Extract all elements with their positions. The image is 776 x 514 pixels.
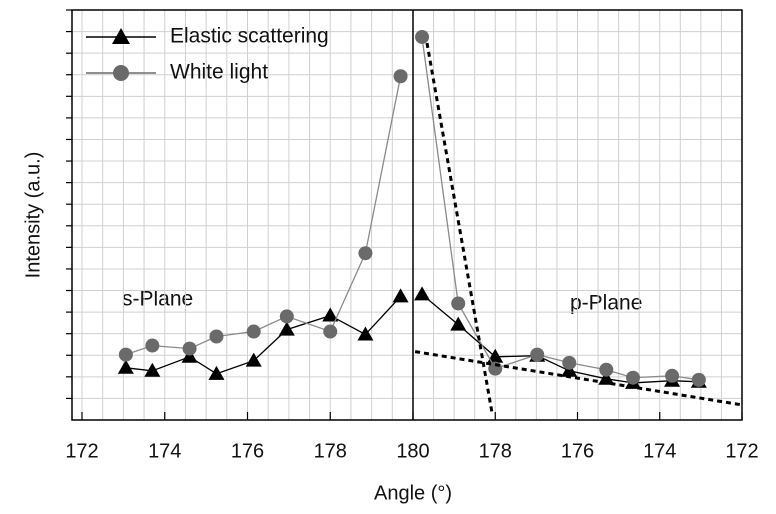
x-tick-label: 172: [725, 440, 758, 462]
plot-frame: [71, 9, 743, 421]
x-tick-label: 176: [561, 440, 594, 462]
marker: [691, 372, 706, 387]
marker: [323, 324, 338, 339]
marker: [414, 286, 431, 301]
marker: [415, 29, 430, 44]
marker: [562, 355, 577, 370]
marker: [392, 288, 409, 303]
annotation: s-Plane: [122, 288, 193, 311]
marker: [450, 316, 467, 331]
marker: [209, 329, 224, 344]
x-tick-label: 180: [396, 440, 429, 462]
marker: [245, 352, 262, 367]
marker: [144, 362, 161, 377]
marker: [393, 69, 408, 84]
marker: [599, 362, 614, 377]
marker: [246, 324, 261, 339]
marker: [487, 348, 504, 363]
legend-label: White light: [170, 61, 268, 84]
marker: [117, 359, 134, 374]
marker: [530, 347, 545, 362]
x-tick-label: 176: [231, 440, 264, 462]
grid: [72, 9, 743, 420]
annotation: p-Plane: [570, 292, 642, 315]
y-axis-label: Intensity (a.u.): [22, 152, 44, 279]
axes: 172 174 176 178 180 178 176 174 172: [65, 9, 759, 462]
marker: [145, 338, 160, 353]
marker: [357, 326, 374, 341]
marker: [278, 321, 295, 336]
marker: [626, 370, 641, 385]
marker: [279, 309, 294, 324]
x-tick-label: 174: [643, 440, 676, 462]
x-tick-label: 172: [65, 440, 98, 462]
marker: [118, 347, 133, 362]
marker: [208, 365, 225, 380]
marker: [322, 307, 339, 322]
legend-marker: [113, 65, 129, 81]
x-tick-label: 178: [314, 440, 347, 462]
x-tick-label: 174: [148, 440, 181, 462]
marker: [182, 341, 197, 356]
marker: [451, 296, 466, 311]
fit-line: [414, 350, 743, 407]
data: [117, 29, 743, 416]
legend-marker: [112, 28, 130, 44]
marker: [181, 348, 198, 363]
x-tick-label: 178: [479, 440, 512, 462]
legend-label: Elastic scattering: [170, 25, 329, 48]
marker: [665, 368, 680, 383]
marker: [358, 246, 373, 261]
x-axis-label: Angle (°): [374, 482, 452, 504]
